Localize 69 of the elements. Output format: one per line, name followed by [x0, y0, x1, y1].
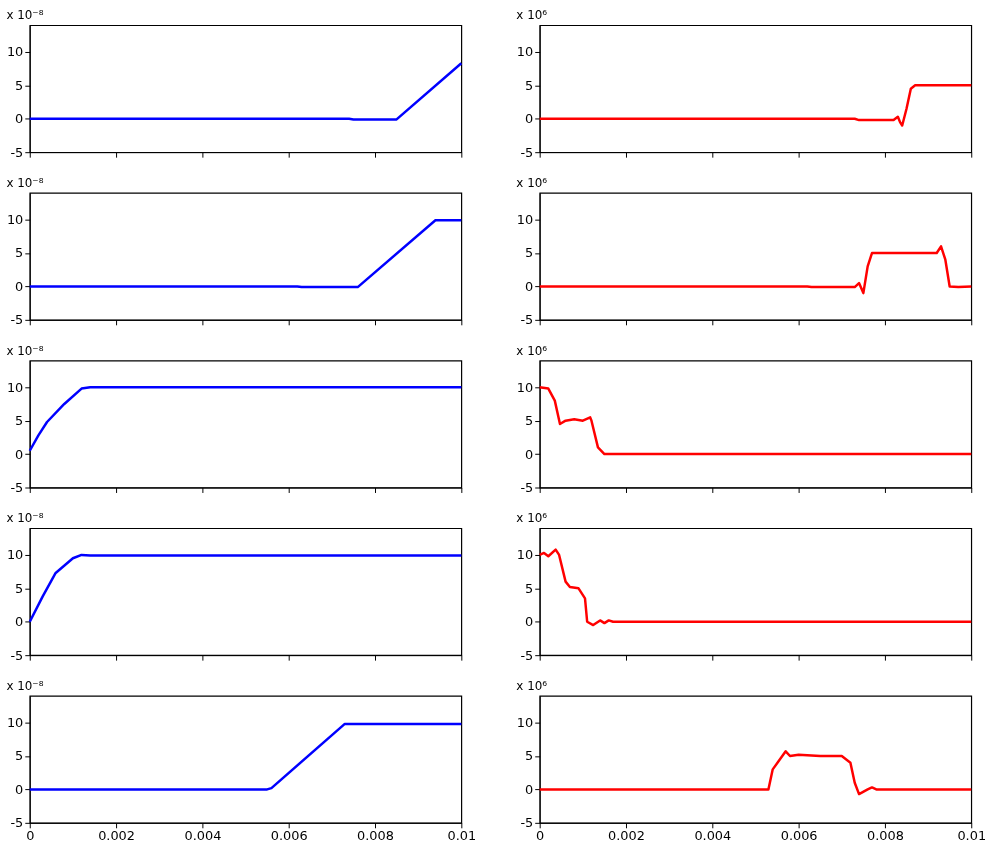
y-tick-label: 10	[6, 212, 24, 228]
y-tick-label: 5	[15, 245, 24, 261]
text: x 10⁻⁸	[6, 343, 44, 358]
x-tick-label: 0.004	[694, 828, 732, 844]
x-tick-label: 0.008	[867, 828, 904, 844]
y-tick-label: 10	[6, 715, 24, 731]
y-tick-label: 5	[15, 748, 24, 764]
line-series	[538, 84, 973, 127]
y-tick-label: 0	[525, 446, 534, 462]
text: x 10⁻⁸	[6, 175, 44, 190]
y-tick-label: 0	[15, 781, 24, 797]
line-series	[28, 386, 463, 452]
y-tick-label: 10	[516, 547, 534, 563]
y-tick-label: 0	[525, 781, 534, 797]
y-tick-label: 10	[6, 379, 24, 395]
text: x 10⁶	[516, 8, 548, 23]
x-tick-label: 0.008	[357, 828, 394, 844]
y-tick-label: 10	[516, 379, 534, 395]
x-tick-label: 0.01	[447, 828, 477, 844]
y-tick-label: 0	[15, 446, 24, 462]
y-tick-label: -5	[520, 479, 534, 495]
y-tick-label: -5	[10, 479, 24, 495]
text: x 10⁶	[516, 511, 548, 526]
y-tick-label: 10	[516, 44, 534, 60]
y-tick-label: -5	[10, 144, 24, 160]
y-tick-label: -5	[10, 647, 24, 663]
y-tick-label: 5	[15, 580, 24, 596]
x-tick-label: 0	[536, 828, 545, 844]
y-tick-label: 5	[15, 77, 24, 93]
y-tick-label: -5	[520, 647, 534, 663]
text: x 10⁶	[516, 678, 548, 693]
x-tick-label: 0.006	[780, 828, 818, 844]
y-tick-label: -5	[520, 312, 534, 328]
y-tick-label: 5	[525, 580, 534, 596]
y-tick-label: 0	[525, 614, 534, 630]
text: x 10⁶	[516, 175, 548, 190]
y-tick-label: 5	[525, 77, 534, 93]
y-tick-label: 5	[525, 748, 534, 764]
y-tick-label: 10	[6, 547, 24, 563]
x-tick-label: 0.01	[957, 828, 987, 844]
y-tick-label: 0	[15, 111, 24, 127]
y-tick-label: 10	[516, 212, 534, 228]
x-tick-label: 0	[26, 828, 35, 844]
x-tick-label: 0.002	[98, 828, 135, 844]
y-tick-label: 10	[516, 715, 534, 731]
text: x 10⁻⁸	[6, 678, 44, 693]
y-tick-label: -5	[520, 815, 534, 831]
y-tick-label: -5	[10, 815, 24, 831]
y-tick-label: 0	[525, 278, 534, 294]
line-series	[28, 553, 463, 623]
text: x 10⁶	[516, 343, 548, 358]
y-tick-label: 10	[6, 44, 24, 60]
x-tick-label: 0.006	[270, 828, 308, 844]
y-tick-label: 5	[525, 245, 534, 261]
y-tick-label: -5	[520, 144, 534, 160]
y-tick-label: -5	[10, 312, 24, 328]
y-tick-label: 5	[15, 413, 24, 429]
y-tick-label: 0	[525, 111, 534, 127]
text: x 10⁻⁸	[6, 511, 44, 526]
text: x 10⁻⁸	[6, 8, 44, 23]
y-tick-label: 0	[15, 278, 24, 294]
line-series	[538, 386, 973, 456]
line-series	[538, 548, 973, 627]
line-series	[538, 750, 973, 796]
line-series	[538, 245, 973, 295]
x-tick-label: 0.004	[184, 828, 222, 844]
x-tick-label: 0.002	[608, 828, 645, 844]
y-tick-label: 0	[15, 614, 24, 630]
y-tick-label: 5	[525, 413, 534, 429]
